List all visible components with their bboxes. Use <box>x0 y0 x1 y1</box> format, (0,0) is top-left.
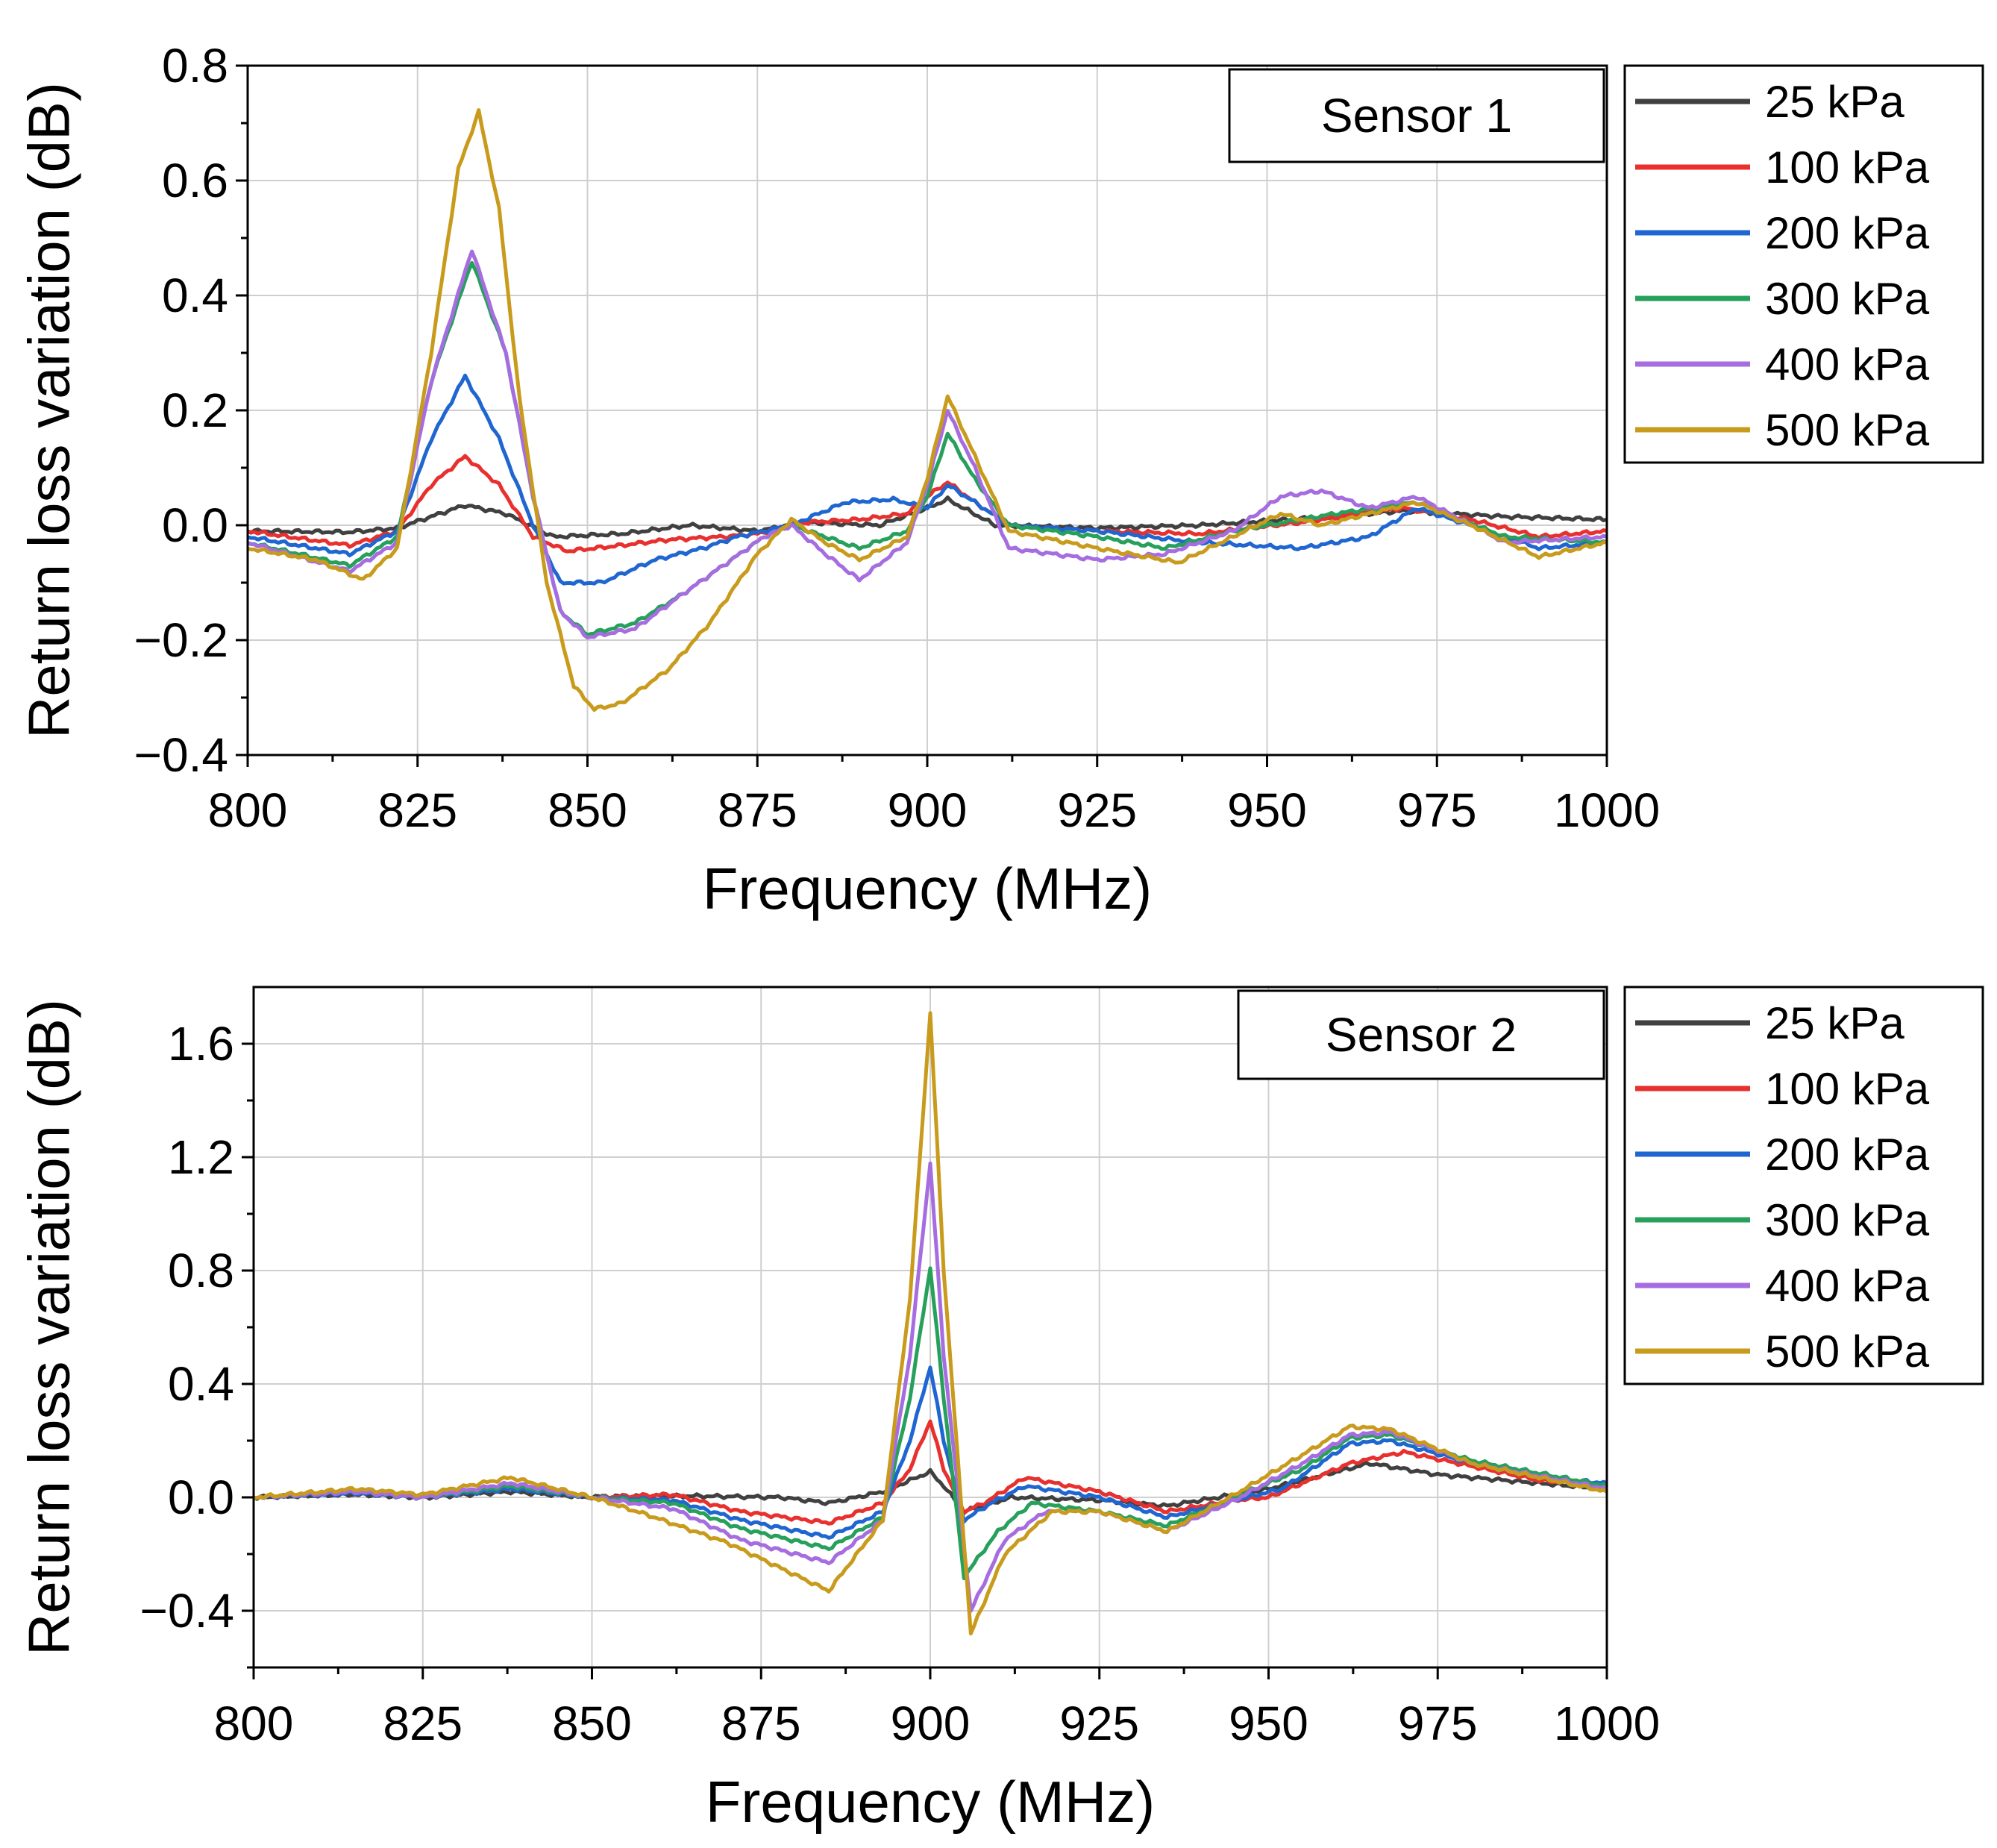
x-tick-label: 975 <box>1397 783 1477 837</box>
y-tick-label: 0.0 <box>162 498 228 552</box>
x-tick-label: 800 <box>208 783 288 837</box>
legend-entry: 100 kPa <box>1765 1064 1930 1114</box>
y-tick-label: 0.4 <box>162 269 228 322</box>
y-axis: −0.4 −0.2 0.0 0.2 0.4 0.6 0.8 <box>134 39 248 782</box>
y-tick-label: −0.4 <box>140 1584 234 1638</box>
series-line-400-kpa <box>248 249 1607 640</box>
y-tick-label: 0.0 <box>168 1470 234 1524</box>
y-tick-label: 1.6 <box>168 1017 234 1071</box>
y-tick-label: 0.2 <box>162 383 228 437</box>
chart-panel-2: 800 825 850 875 900 925 950 975 1000 −0.4 0.0 0.4 0.… <box>16 986 1984 1835</box>
x-tick-label: 950 <box>1229 1697 1308 1750</box>
x-tick-label: 850 <box>548 783 627 837</box>
x-tick-label: 825 <box>383 1697 463 1750</box>
x-axis: 800 825 850 875 900 925 950 975 1000 <box>214 1667 1660 1750</box>
series-line-400-kpa <box>254 1161 1607 1613</box>
x-tick-label: 850 <box>552 1697 632 1750</box>
x-tick-label: 825 <box>377 783 457 837</box>
y-tick-label: 1.2 <box>168 1130 234 1184</box>
legend-entry: 400 kPa <box>1765 1261 1930 1311</box>
x-tick-label: 900 <box>891 1697 971 1750</box>
x-tick-label: 950 <box>1227 783 1307 837</box>
series-line-200-kpa <box>248 373 1607 586</box>
legend: 25 kPa 100 kPa 200 kPa 300 kPa 400 kPa 500 kP… <box>1623 986 1984 1385</box>
y-tick-label: 0.6 <box>162 154 228 207</box>
legend: 25 kPa 100 kPa 200 kPa 300 kPa 400 kPa 500 kP… <box>1623 64 1984 464</box>
y-axis: −0.4 0.0 0.4 0.8 1.2 1.6 <box>140 1017 254 1669</box>
x-tick-label: 925 <box>1057 783 1137 837</box>
legend-entry: 300 kPa <box>1765 1195 1930 1245</box>
legend-box <box>1623 64 1984 464</box>
legend-entry: 25 kPa <box>1765 998 1904 1048</box>
legend-entry: 500 kPa <box>1765 1327 1930 1376</box>
x-tick-label: 875 <box>721 1697 801 1750</box>
x-tick-label: 800 <box>214 1697 294 1750</box>
legend-entry: 200 kPa <box>1765 1130 1930 1180</box>
y-tick-label: 0.8 <box>162 39 228 93</box>
gridlines <box>248 66 1607 755</box>
y-axis-title: Return loss variation (dB) <box>16 82 82 739</box>
chart-panel-1: 800 825 850 875 900 925 950 975 1000 −0.4 −0.2 0.0 0… <box>16 39 1984 921</box>
sensor-label-box <box>1228 68 1605 163</box>
legend-entry: 400 kPa <box>1765 339 1930 389</box>
y-tick-label: 0.4 <box>168 1357 234 1411</box>
y-axis-title: Return loss variation (dB) <box>16 999 82 1656</box>
y-tick-label: 0.8 <box>168 1244 234 1297</box>
x-tick-label: 975 <box>1398 1697 1478 1750</box>
x-axis-title: Frequency (MHz) <box>703 856 1152 921</box>
x-tick-label: 1000 <box>1554 783 1660 837</box>
x-axis-title: Frequency (MHz) <box>706 1769 1155 1835</box>
sensor-label: Sensor 1 <box>1321 89 1512 142</box>
legend-entry: 100 kPa <box>1765 142 1930 192</box>
series-line-500-kpa <box>248 108 1607 712</box>
x-tick-label: 900 <box>888 783 968 837</box>
series-line-500-kpa <box>254 1011 1607 1636</box>
series-group <box>254 1011 1607 1636</box>
sensor-label: Sensor 2 <box>1326 1008 1517 1062</box>
x-tick-label: 875 <box>718 783 797 837</box>
x-axis: 800 825 850 875 900 925 950 975 1000 <box>208 755 1660 837</box>
legend-box <box>1623 986 1984 1385</box>
gridlines <box>254 987 1607 1667</box>
sensor-label-box <box>1237 989 1605 1080</box>
legend-entry: 25 kPa <box>1765 77 1904 127</box>
x-tick-label: 925 <box>1059 1697 1139 1750</box>
y-tick-label: −0.2 <box>134 613 228 667</box>
legend-entry: 200 kPa <box>1765 208 1930 258</box>
x-tick-label: 1000 <box>1554 1697 1660 1750</box>
legend-entry: 500 kPa <box>1765 405 1930 455</box>
y-tick-label: −0.4 <box>134 728 228 782</box>
legend-entry: 300 kPa <box>1765 274 1930 324</box>
series-group <box>248 108 1607 712</box>
